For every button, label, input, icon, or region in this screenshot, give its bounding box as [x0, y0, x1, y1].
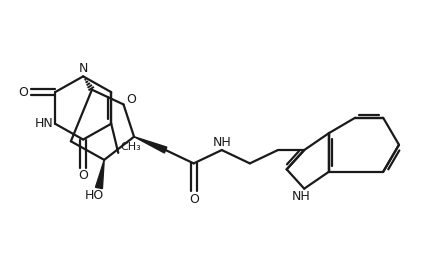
Text: O: O	[78, 169, 88, 182]
Text: O: O	[189, 193, 199, 206]
Polygon shape	[134, 137, 167, 153]
Text: CH₃: CH₃	[120, 142, 141, 151]
Text: O: O	[126, 93, 136, 106]
Text: O: O	[18, 86, 28, 99]
Text: N: N	[79, 62, 88, 75]
Text: HO: HO	[85, 189, 104, 202]
Text: NH: NH	[213, 136, 232, 149]
Polygon shape	[96, 160, 104, 189]
Text: NH: NH	[292, 190, 311, 203]
Text: HN: HN	[35, 117, 53, 130]
